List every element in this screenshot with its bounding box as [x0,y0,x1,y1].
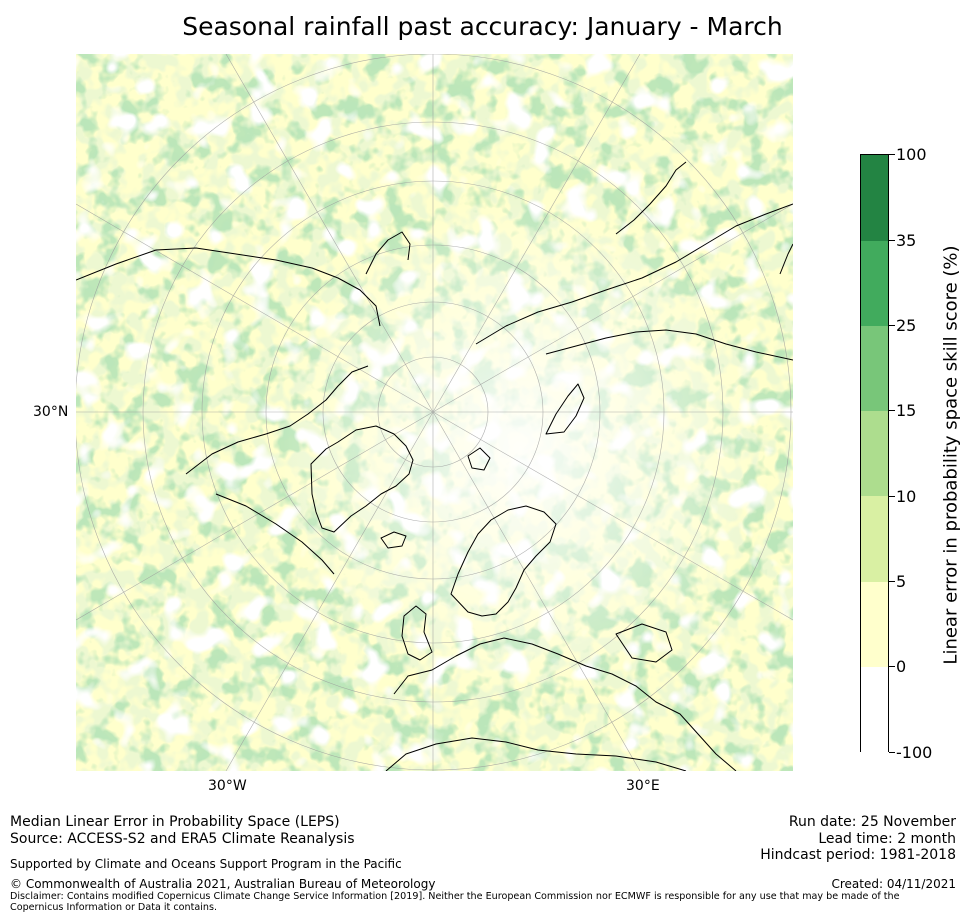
meridian-120w [76,203,434,413]
footer-run-date: Run date: 25 November [788,814,956,830]
alaska-coast [365,231,411,275]
colorbar-tick [889,154,895,155]
meridian-150e [432,54,641,413]
black-caspian-coast [615,623,673,663]
colorbar-label-15: 15 [896,401,917,420]
siberia-coast [475,203,793,345]
footer-method: Median Linear Error in Probability Space… [10,814,340,830]
colorbar-tick [889,496,895,497]
colorbar-bin-25-35 [861,241,888,326]
colorbar-bin-10-15 [861,411,888,496]
colorbar-label-100: 100 [896,145,927,164]
polar-map[interactable] [76,54,793,771]
iceland-coast [380,531,407,549]
kamchatka-coast [615,161,687,235]
footer-support: Supported by Climate and Oceans Support … [10,857,402,871]
siberia-north-coast [545,329,793,361]
colorbar-bin-35-100 [861,155,888,241]
lon-label-30w: 30°W [208,778,247,794]
colorbar-title: Linear error in probability space skill … [940,245,962,665]
footer-lead-time: Lead time: 2 month [818,831,956,847]
colorbar-tick [889,325,895,326]
colorbar-tick [889,752,895,753]
colorbar-bin-0-5 [861,582,888,667]
svalbard-coast [467,447,491,471]
footer-disclaimer: Disclaimer: Contains modified Copernicus… [10,891,900,913]
meridian-60e [432,411,793,621]
colorbar-bin-5-10 [861,496,888,582]
colorbar-label-10: 10 [896,487,917,506]
graticule [76,54,793,771]
colorbar-label-5: 5 [896,572,907,591]
colorbar [860,154,889,752]
meridian-60w [76,411,434,621]
colorbar-label-25: 25 [896,316,917,335]
footer-created: Created: 04/11/2021 [831,877,956,891]
scandinavia-coast [450,505,557,617]
hudson-bay-coast [215,493,335,575]
footer-copyright: © Commonwealth of Australia 2021, Austra… [10,877,436,891]
colorbar-tick [889,666,895,667]
canada-arctic-coast [185,365,369,475]
novaya-zemlya-coast [545,383,585,435]
meridian-150w [225,54,434,413]
meridian-120e [432,203,793,413]
lat-label-30n: 30°N [33,404,69,420]
greenland-coast [310,425,414,533]
coastlines [76,161,793,771]
map-canvas [76,54,793,771]
lon-label-30e: 30°E [626,778,660,794]
colorbar-label-0: 0 [896,657,907,676]
meridian-30w [225,411,434,771]
colorbar-bin-15-25 [861,326,888,411]
north-america-coast [76,247,381,327]
colorbar-tick [889,581,895,582]
skill-field-low-region [76,54,793,771]
footer-hindcast: Hindcast period: 1981-2018 [760,847,956,863]
footer-source: Source: ACCESS-S2 and ERA5 Climate Reana… [10,831,355,847]
chart-title: Seasonal rainfall past accuracy: January… [182,12,783,41]
colorbar-bin-neg100-0 [861,667,888,752]
japan-coast [779,243,793,275]
colorbar-label-35: 35 [896,231,917,250]
colorbar-label-neg100: -100 [896,743,933,762]
meridian-30e [432,411,641,771]
uk-coast [401,605,433,661]
colorbar-tick [889,410,895,411]
mediterranean-coast [385,737,687,771]
colorbar-tick [889,240,895,241]
europe-coast [393,637,737,771]
